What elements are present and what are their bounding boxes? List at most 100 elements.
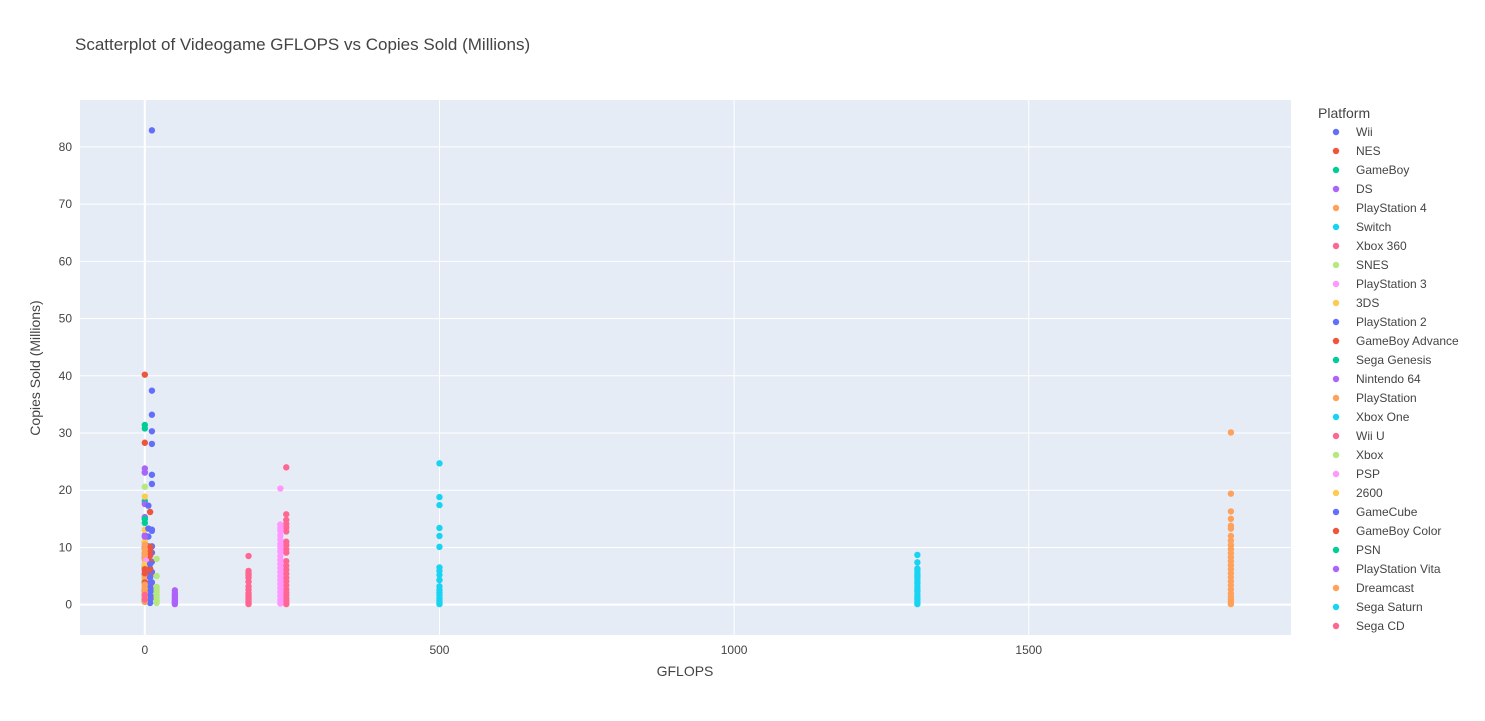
data-point[interactable] (245, 600, 252, 608)
data-point[interactable] (1227, 600, 1235, 608)
legend-item-ds[interactable]: DS (1332, 182, 1373, 196)
legend-item-nintendo-64[interactable]: Nintendo 64 (1332, 372, 1421, 386)
data-point[interactable] (277, 485, 284, 492)
legend-item-switch[interactable]: Switch (1332, 220, 1392, 234)
data-point[interactable] (148, 127, 156, 134)
legend-item-3ds[interactable]: 3DS (1332, 296, 1380, 310)
data-point[interactable] (171, 600, 179, 608)
legend-item-playstation[interactable]: PlayStation (1332, 391, 1417, 405)
data-point[interactable] (141, 596, 149, 603)
legend-item-playstation-2[interactable]: PlayStation 2 (1332, 315, 1427, 329)
data-point[interactable] (153, 572, 160, 580)
data-point[interactable] (436, 501, 443, 509)
legend-item-gameboy[interactable]: GameBoy (1332, 163, 1410, 177)
data-point[interactable] (146, 560, 154, 568)
data-point[interactable] (141, 483, 149, 491)
data-point[interactable] (277, 536, 284, 543)
data-point[interactable] (153, 599, 160, 607)
data-point[interactable] (1227, 429, 1235, 436)
data-point[interactable] (436, 576, 443, 584)
data-point[interactable] (283, 600, 290, 608)
legend-item-gameboy-advance[interactable]: GameBoy Advance (1332, 334, 1459, 348)
data-point[interactable] (146, 508, 154, 516)
data-point[interactable] (1227, 525, 1235, 532)
data-point[interactable] (436, 532, 443, 540)
data-point[interactable] (145, 525, 152, 532)
legend-label: Xbox 360 (1356, 239, 1407, 253)
data-point[interactable] (277, 548, 284, 555)
data-point[interactable] (436, 460, 443, 467)
data-point[interactable] (146, 552, 154, 559)
legend-item-snes[interactable]: SNES (1332, 258, 1389, 272)
data-point[interactable] (436, 543, 443, 551)
data-point[interactable] (148, 480, 156, 488)
legend-label: Switch (1356, 220, 1391, 234)
data-point[interactable] (245, 552, 252, 560)
data-point[interactable] (141, 425, 149, 432)
legend-item-xbox-360[interactable]: Xbox 360 (1332, 239, 1407, 253)
data-point[interactable] (141, 519, 149, 527)
data-point[interactable] (148, 411, 156, 418)
legend-item-wii[interactable]: Wii (1332, 125, 1373, 139)
legend-item-playstation-3[interactable]: PlayStation 3 (1332, 277, 1427, 291)
data-point[interactable] (283, 464, 290, 471)
data-point[interactable] (277, 527, 284, 535)
data-point[interactable] (148, 387, 156, 394)
data-point[interactable] (436, 524, 443, 532)
data-point[interactable] (283, 528, 290, 535)
data-point[interactable] (1227, 537, 1235, 544)
data-point[interactable] (145, 502, 152, 509)
data-point[interactable] (148, 440, 156, 448)
data-point[interactable] (146, 579, 154, 587)
data-point[interactable] (141, 371, 149, 378)
legend-item-sega-saturn[interactable]: Sega Saturn (1332, 600, 1423, 614)
data-point[interactable] (141, 541, 149, 548)
data-point[interactable] (436, 571, 443, 579)
plot-area[interactable] (80, 100, 1291, 635)
data-point[interactable] (148, 428, 156, 435)
data-point[interactable] (283, 511, 290, 518)
data-point[interactable] (146, 574, 154, 581)
legend-marker (1332, 280, 1340, 288)
legend-item-psn[interactable]: PSN (1332, 543, 1381, 557)
legend-item-2600[interactable]: 2600 (1332, 486, 1383, 500)
data-point[interactable] (283, 549, 290, 556)
legend-item-xbox-one[interactable]: Xbox One (1332, 410, 1410, 424)
data-point[interactable] (153, 555, 160, 563)
legend-item-dreamcast[interactable]: Dreamcast (1332, 581, 1415, 595)
legend-item-wii-u[interactable]: Wii U (1332, 429, 1385, 443)
data-point[interactable] (141, 591, 149, 599)
data-point[interactable] (914, 559, 921, 566)
data-point[interactable] (141, 570, 149, 577)
data-point[interactable] (141, 439, 149, 446)
legend-item-playstation-4[interactable]: PlayStation 4 (1332, 201, 1427, 215)
data-point[interactable] (148, 471, 156, 478)
legend-item-sega-genesis[interactable]: Sega Genesis (1332, 353, 1432, 367)
data-point[interactable] (1227, 515, 1235, 523)
data-point[interactable] (1227, 490, 1235, 497)
data-point[interactable] (436, 493, 443, 501)
legend-item-playstation-vita[interactable]: PlayStation Vita (1332, 562, 1441, 576)
legend-item-gameboy-color[interactable]: GameBoy Color (1332, 524, 1442, 538)
data-point[interactable] (283, 557, 290, 565)
data-point[interactable] (914, 600, 921, 608)
data-point[interactable] (1227, 508, 1235, 515)
legend-item-sega-cd[interactable]: Sega CD (1332, 619, 1405, 633)
legend-item-psp[interactable]: PSP (1332, 467, 1380, 481)
data-point[interactable] (914, 551, 921, 559)
data-point[interactable] (146, 547, 154, 555)
data-point[interactable] (141, 533, 149, 540)
data-point[interactable] (1227, 532, 1235, 540)
legend-item-nes[interactable]: NES (1332, 144, 1381, 158)
legend-item-xbox[interactable]: Xbox (1332, 448, 1384, 462)
data-point[interactable] (245, 578, 252, 585)
data-point[interactable] (146, 599, 154, 607)
legend-item-gamecube[interactable]: GameCube (1332, 505, 1418, 519)
data-point[interactable] (277, 600, 284, 607)
data-point[interactable] (436, 600, 443, 608)
data-point[interactable] (141, 469, 149, 476)
data-point[interactable] (141, 561, 149, 568)
data-point[interactable] (141, 493, 149, 500)
legend-marker (1332, 394, 1340, 402)
data-point[interactable] (146, 565, 154, 572)
